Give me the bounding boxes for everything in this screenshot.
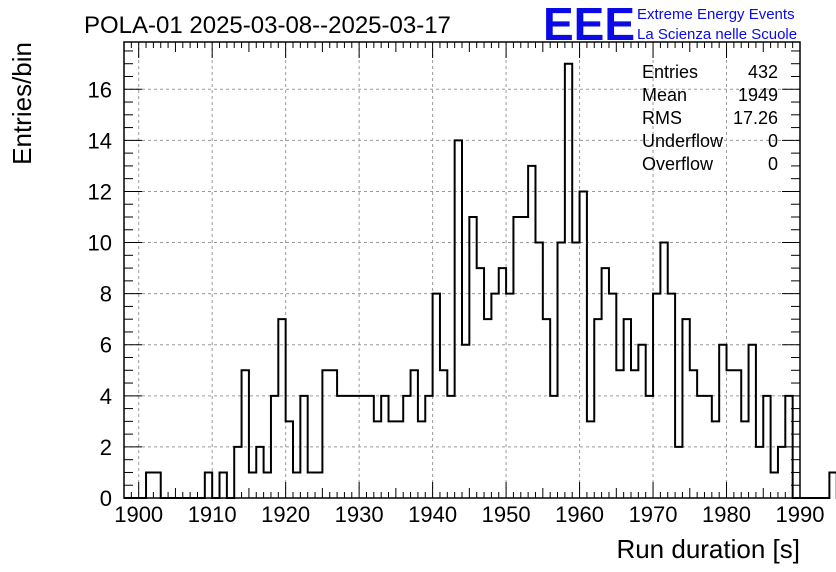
y-axis-label: Entries/bin [7, 42, 37, 165]
stats-box: Entries 432 Mean 1949 RMS 17.26 Underflow 0 Over… [642, 62, 778, 174]
stats-value: 17.26 [733, 108, 778, 128]
y-tick-label: 8 [100, 282, 112, 307]
stats-value: 1949 [738, 85, 778, 105]
y-axis: 0 2 4 6 8 10 12 14 16 [88, 50, 800, 511]
stats-label: Entries [642, 62, 698, 82]
y-tick-label: 10 [88, 231, 112, 256]
x-tick-label: 1960 [555, 502, 604, 527]
eee-logo: EEE Extreme Energy Events La Scienza nel… [543, 0, 797, 50]
x-tick-label: 1990 [776, 502, 825, 527]
stats-label: Mean [642, 85, 687, 105]
y-tick-label: 0 [100, 486, 112, 511]
x-tick-label: 1920 [261, 502, 310, 527]
stats-value: 0 [768, 154, 778, 174]
logo-line-1: Extreme Energy Events [637, 6, 795, 23]
x-tick-label: 1940 [408, 502, 457, 527]
logo-line-2: La Scienza nelle Scuole [637, 26, 797, 43]
x-tick-label: 1910 [188, 502, 237, 527]
x-tick-label: 1930 [335, 502, 384, 527]
x-tick-label: 1900 [114, 502, 163, 527]
stats-value: 432 [748, 62, 778, 82]
stats-label: Overflow [642, 154, 714, 174]
y-tick-label: 12 [88, 179, 112, 204]
stats-value: 0 [768, 131, 778, 151]
x-tick-label: 1980 [702, 502, 751, 527]
x-tick-label: 1950 [482, 502, 531, 527]
chart-title: POLA-01 2025-03-08--2025-03-17 [84, 12, 451, 39]
histogram-line [124, 62, 836, 499]
stats-label: RMS [642, 108, 682, 128]
y-tick-label: 6 [100, 333, 112, 358]
stats-label: Underflow [642, 131, 724, 151]
y-tick-label: 2 [100, 435, 112, 460]
y-tick-label: 16 [88, 77, 112, 102]
x-axis-label: Run duration [s] [616, 534, 800, 564]
x-tick-label: 1970 [629, 502, 678, 527]
y-tick-label: 14 [88, 128, 112, 153]
y-tick-label: 4 [100, 384, 112, 409]
x-axis: 1900 1910 1920 1930 1940 1950 1960 1970 1980 1990 [114, 42, 824, 527]
